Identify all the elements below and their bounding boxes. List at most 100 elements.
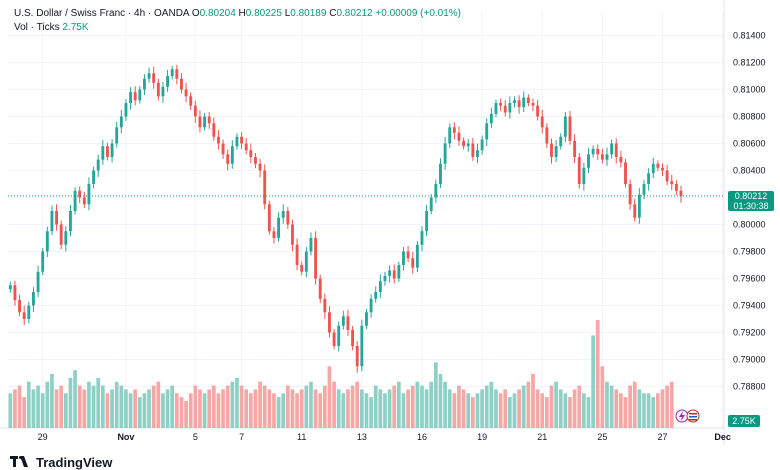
- volume-bar: [651, 397, 656, 428]
- volume-bar: [8, 393, 13, 428]
- volume-bar: [184, 401, 188, 428]
- event-icons[interactable]: [675, 409, 700, 423]
- candle-body: [563, 116, 567, 137]
- candle-body: [452, 127, 456, 133]
- candle-body: [378, 281, 382, 292]
- volume-bar: [480, 389, 484, 428]
- volume-bar: [387, 389, 392, 428]
- low-value: 0.80189: [290, 8, 327, 19]
- candle-body: [341, 316, 345, 326]
- candle-body: [249, 150, 253, 157]
- candle-body: [198, 116, 202, 128]
- candle-body: [226, 154, 230, 164]
- candle-body: [119, 116, 123, 128]
- candle-body: [406, 251, 410, 259]
- volume-bar: [443, 381, 447, 428]
- price-tick-label: 0.79000: [733, 355, 766, 365]
- symbol-title[interactable]: U.S. Dollar / Swiss Franc · 4h · OANDA: [14, 8, 190, 19]
- candle-body: [258, 163, 262, 171]
- candle-body: [670, 181, 674, 184]
- candle-body: [665, 170, 669, 182]
- volume-bar: [392, 385, 397, 428]
- volume-bar: [632, 381, 637, 428]
- candle-body: [480, 139, 484, 151]
- volume-bar: [276, 397, 281, 428]
- candle-body: [559, 136, 563, 147]
- candle-body: [443, 143, 447, 164]
- volume-bar: [36, 385, 40, 428]
- candle-body: [133, 92, 137, 101]
- volume-bar: [359, 389, 364, 428]
- volume-bar: [554, 381, 558, 428]
- time-tick-label: 29: [38, 432, 48, 442]
- volume-bar: [369, 397, 373, 428]
- volume-bar: [466, 393, 471, 428]
- price-tick-label: 0.81200: [733, 58, 766, 68]
- time-axis[interactable]: 29Nov5711131619212527Dec3: [38, 432, 780, 442]
- candle-body: [8, 285, 12, 290]
- volume-bar: [110, 389, 114, 428]
- volume-bar: [494, 389, 498, 428]
- time-tick-label: 21: [537, 432, 547, 442]
- volume-bar: [364, 393, 369, 428]
- volume-bar: [568, 397, 572, 428]
- candle-body: [166, 76, 170, 87]
- volume-bar: [281, 393, 286, 428]
- volume-bar: [591, 335, 595, 428]
- candle-body: [550, 143, 553, 157]
- volume-bar: [91, 385, 96, 428]
- candle-body: [152, 73, 156, 83]
- volume-bar: [299, 389, 304, 428]
- candle-body: [161, 86, 165, 97]
- price-tick-label: 0.81000: [733, 85, 766, 95]
- candle-body: [383, 275, 387, 282]
- volume-bar: [142, 393, 147, 428]
- volume-bar: [96, 377, 101, 428]
- volume-bar: [429, 381, 434, 428]
- volume-bar: [295, 393, 299, 428]
- volume-bar: [336, 389, 341, 428]
- volume-bar: [558, 389, 563, 428]
- volume-bar: [401, 393, 406, 428]
- candle-body: [462, 140, 466, 147]
- volume-bar: [383, 393, 387, 428]
- candle-body: [106, 146, 109, 157]
- volume-bar: [665, 385, 669, 428]
- volume-bar: [378, 389, 383, 428]
- volume-label[interactable]: Vol · Ticks: [14, 22, 60, 33]
- candle-body: [397, 265, 401, 279]
- candle-body: [392, 270, 396, 279]
- volume-bar: [225, 385, 230, 428]
- volume-bar: [22, 397, 27, 428]
- candle-body: [471, 143, 475, 157]
- volume-bar: [165, 389, 170, 428]
- volume-bar: [45, 381, 50, 428]
- candle-body: [147, 73, 151, 79]
- volume-bar: [614, 389, 619, 428]
- volume-bar: [318, 393, 323, 428]
- volume-bar: [147, 389, 151, 428]
- time-tick-label: 27: [657, 432, 667, 442]
- candle-body: [545, 127, 549, 144]
- volume-bar: [133, 389, 138, 428]
- volume-bar: [572, 389, 577, 428]
- candle-body: [485, 123, 489, 140]
- volume-bar: [452, 393, 457, 428]
- volume-bar: [628, 385, 632, 428]
- volume-value: 2.75K: [62, 22, 89, 33]
- candle-body: [605, 154, 609, 160]
- candle-body: [203, 116, 207, 128]
- tradingview-logo[interactable]: TradingView: [10, 454, 112, 470]
- volume-bar: [290, 389, 295, 428]
- candle-body: [323, 298, 327, 313]
- candle-body: [281, 211, 285, 218]
- price-tick-label: 0.79400: [733, 301, 766, 311]
- volume-bar: [161, 393, 165, 428]
- volume-bar: [489, 381, 494, 428]
- time-tick-label: 11: [297, 432, 306, 442]
- price-axis[interactable]: 0.81400 0.81200 0.81000 0.80800 0.80600 0.804…: [733, 31, 766, 392]
- candle-body: [267, 204, 271, 232]
- flag-stripe-1: [689, 413, 697, 415]
- volume-tag: 2.75K: [728, 415, 760, 427]
